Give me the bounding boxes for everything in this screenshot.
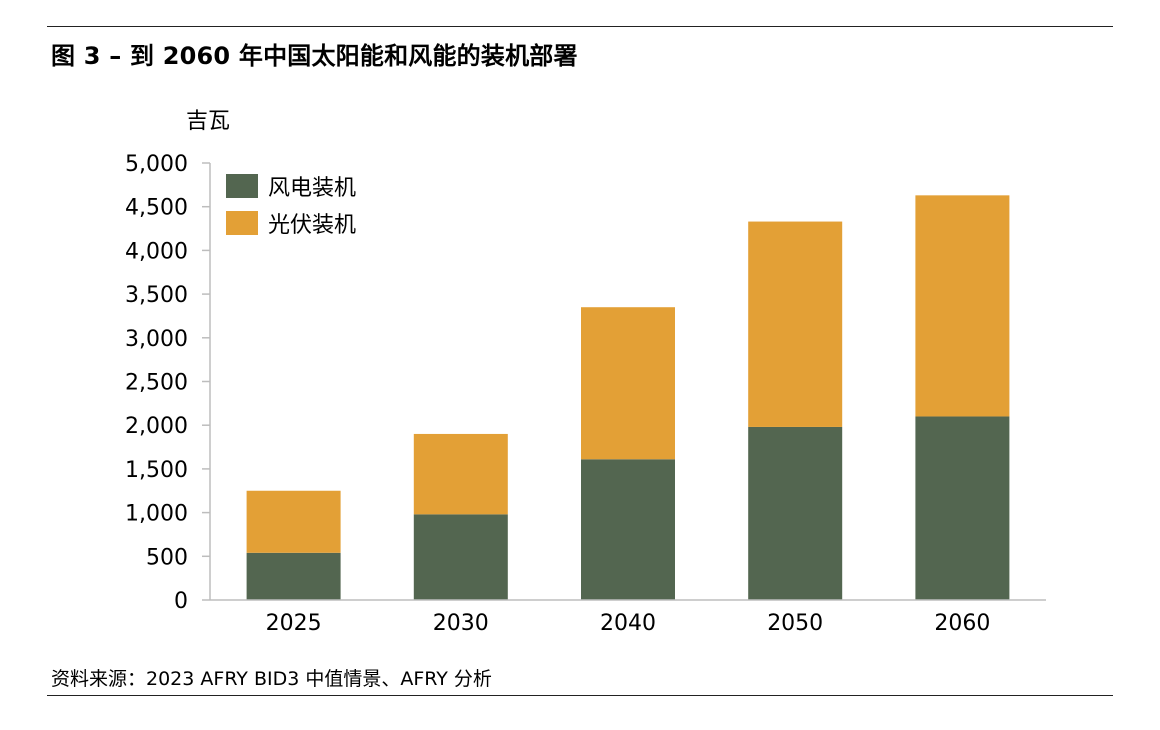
bar-solar-2030 [413, 433, 508, 515]
x-tick-label: 2060 [934, 611, 990, 636]
y-tick-label: 3,000 [125, 327, 188, 352]
y-tick-label: 2,000 [125, 414, 188, 439]
y-tick-label: 4,000 [125, 239, 188, 264]
bar-solar-2025 [246, 490, 341, 553]
bar-wind-2050 [748, 426, 843, 600]
top-rule [47, 26, 1113, 27]
bar-solar-2060 [915, 195, 1010, 417]
y-tick-label: 3,500 [125, 283, 188, 308]
x-tick-label: 2025 [266, 611, 322, 636]
bar-wind-2025 [246, 552, 341, 600]
figure-title: 图 3 – 到 2060 年中国太阳能和风能的装机部署 [51, 42, 578, 70]
bar-solar-2050 [748, 221, 843, 427]
bar-wind-2030 [413, 514, 508, 600]
y-tick-label: 2,500 [125, 371, 188, 396]
x-tick-label: 2050 [767, 611, 823, 636]
y-tick-label: 5,000 [125, 152, 188, 177]
bottom-rule [47, 695, 1113, 696]
y-axis: 0 500 1,000 1,500 2,000 2,500 3,000 3,500 4,000 4… [125, 152, 211, 614]
x-axis: 2025 2030 2040 2050 2060 [210, 599, 1046, 636]
y-tick-label: 1,000 [125, 502, 188, 527]
y-tick-label: 0 [174, 589, 188, 614]
y-tick-label: 4,500 [125, 196, 188, 221]
legend-label-solar: 光伏装机 [268, 213, 356, 238]
bar-wind-2060 [915, 416, 1010, 600]
legend-swatch-solar [226, 211, 258, 235]
y-tick-label: 1,500 [125, 458, 188, 483]
y-tick-label: 500 [146, 545, 188, 570]
bar-wind-2040 [581, 459, 675, 600]
bars [246, 195, 1010, 600]
x-tick-label: 2030 [433, 611, 489, 636]
source-note: 资料来源：2023 AFRY BID3 中值情景、AFRY 分析 [51, 668, 492, 690]
x-tick-label: 2040 [600, 611, 656, 636]
legend-swatch-wind [226, 174, 258, 198]
y-axis-unit-label: 吉瓦 [186, 109, 230, 134]
bar-solar-2040 [581, 307, 675, 460]
legend-label-wind: 风电装机 [268, 176, 356, 201]
